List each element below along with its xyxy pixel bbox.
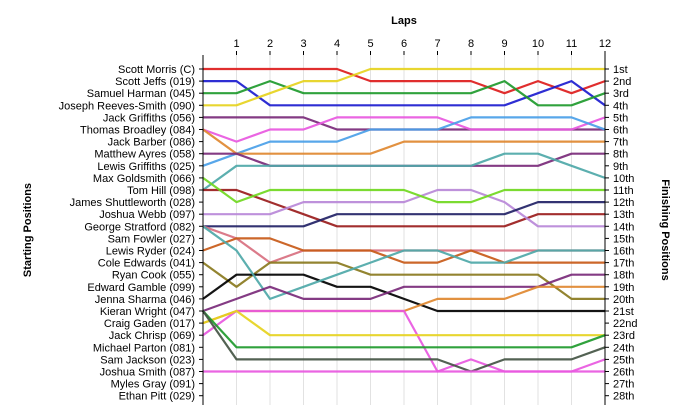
finishing-position-label: 28th (613, 391, 634, 403)
driver-label: Jenna Sharma (046) (95, 294, 195, 306)
axes (199, 51, 609, 405)
driver-label: Ethan Pitt (029) (119, 391, 195, 403)
y-axis-title-left: Starting Positions (22, 183, 34, 277)
labels: 1 2 3 4 5 6 7 8 9 10 11 121st2nd3rd4th5th6th7th8th9… (59, 38, 638, 403)
finishing-position-label: 3rd (613, 88, 629, 100)
driver-label: Tom Hill (098) (127, 185, 195, 197)
finishing-position-label: 15th (613, 233, 634, 245)
driver-label: Matthew Ayres (058) (94, 149, 195, 161)
finishing-position-label: 20th (613, 294, 634, 306)
driver-label: Joshua Webb (097) (99, 209, 195, 221)
driver-label: Jack Chrisp (069) (109, 330, 195, 342)
driver-label: Craig Gaden (017) (104, 318, 195, 330)
finishing-position-label: 1st (613, 64, 628, 76)
driver-label: Joseph Reeves-Smith (090) (59, 100, 195, 112)
x-tick-label: 4 (334, 38, 340, 50)
finishing-position-label: 5th (613, 112, 628, 124)
finishing-position-label: 4th (613, 100, 628, 112)
driver-label: Sam Fowler (027) (108, 233, 195, 245)
driver-label: Scott Morris (C) (118, 64, 195, 76)
y-axis-title-right: Finishing Positions (659, 179, 671, 280)
driver-label: Lewis Griffiths (025) (97, 161, 195, 173)
finishing-position-label: 23rd (613, 330, 635, 342)
grid (236, 55, 606, 405)
x-tick-label: 5 (367, 38, 373, 50)
finishing-position-label: 24th (613, 342, 634, 354)
x-tick-label: 12 (599, 38, 611, 50)
series-line (203, 188, 605, 228)
position-lines (202, 67, 606, 373)
driver-label: Ryan Cook (055) (112, 270, 195, 282)
finishing-position-label: 18th (613, 270, 634, 282)
x-tick-label: 6 (401, 38, 407, 50)
driver-label: George Stratford (082) (84, 221, 195, 233)
series-line (203, 79, 606, 107)
driver-label: Jack Barber (086) (108, 137, 195, 149)
series-line (202, 309, 605, 337)
driver-label: Samuel Harman (045) (87, 88, 195, 100)
series-line (202, 237, 605, 264)
x-axis-title: Laps (391, 15, 417, 27)
finishing-position-label: 17th (613, 258, 634, 270)
x-tick-label: 3 (300, 38, 306, 50)
series-line (203, 188, 605, 228)
driver-label: Myles Gray (091) (111, 379, 195, 391)
finishing-position-label: 26th (613, 367, 634, 379)
series-line (202, 225, 605, 300)
driver-label: Cole Edwards (041) (98, 258, 195, 270)
finishing-position-label: 16th (613, 246, 634, 258)
series-line (202, 116, 606, 167)
finishing-position-label: 25th (613, 354, 634, 366)
x-tick-label: 7 (434, 38, 440, 50)
series-line (202, 310, 606, 373)
finishing-position-label: 21st (613, 306, 634, 318)
finishing-position-label: 14th (613, 221, 634, 233)
finishing-position-label: 27th (613, 379, 634, 391)
series-line (202, 261, 605, 300)
series-line (203, 67, 606, 95)
finishing-position-label: 8th (613, 149, 628, 161)
x-tick-label: 1 (233, 38, 239, 50)
series-line (202, 177, 605, 204)
finishing-position-label: 19th (613, 282, 634, 294)
x-tick-label: 9 (501, 38, 507, 50)
series-line (202, 273, 605, 313)
finishing-position-label: 6th (613, 125, 628, 137)
x-tick-label: 11 (566, 38, 577, 50)
finishing-position-label: 9th (613, 161, 628, 173)
series-line (203, 67, 605, 107)
series-line (202, 152, 606, 191)
driver-label: Joshua Smith (087) (100, 367, 195, 379)
series-line (202, 310, 606, 349)
finishing-position-label: 13th (613, 209, 634, 221)
driver-label: Max Goldsmith (066) (93, 173, 195, 185)
finishing-position-label: 10th (613, 173, 634, 185)
series-line (203, 79, 606, 107)
series-line (202, 116, 606, 143)
series-line (202, 128, 605, 155)
series-line (203, 201, 605, 228)
driver-label: Sam Jackson (023) (100, 354, 195, 366)
x-tick-label: 8 (468, 38, 474, 50)
driver-label: Scott Jeffs (019) (115, 76, 195, 88)
finishing-position-label: 2nd (613, 76, 631, 88)
x-tick-label: 2 (267, 38, 273, 50)
finishing-position-label: 12th (613, 197, 634, 209)
finishing-position-label: 7th (613, 137, 628, 149)
x-tick-label: 10 (532, 38, 544, 50)
finishing-position-label: 11th (613, 185, 634, 197)
driver-label: James Shuttleworth (028) (70, 197, 195, 209)
driver-label: Thomas Broadley (084) (80, 125, 195, 137)
driver-label: Lewis Ryder (024) (106, 246, 195, 258)
driver-label: Kieran Wright (047) (100, 306, 195, 318)
driver-label: Michael Parton (081) (93, 342, 195, 354)
finishing-position-label: 22nd (613, 318, 637, 330)
driver-label: Edward Gamble (099) (87, 282, 195, 294)
driver-label: Jack Griffiths (056) (103, 112, 195, 124)
